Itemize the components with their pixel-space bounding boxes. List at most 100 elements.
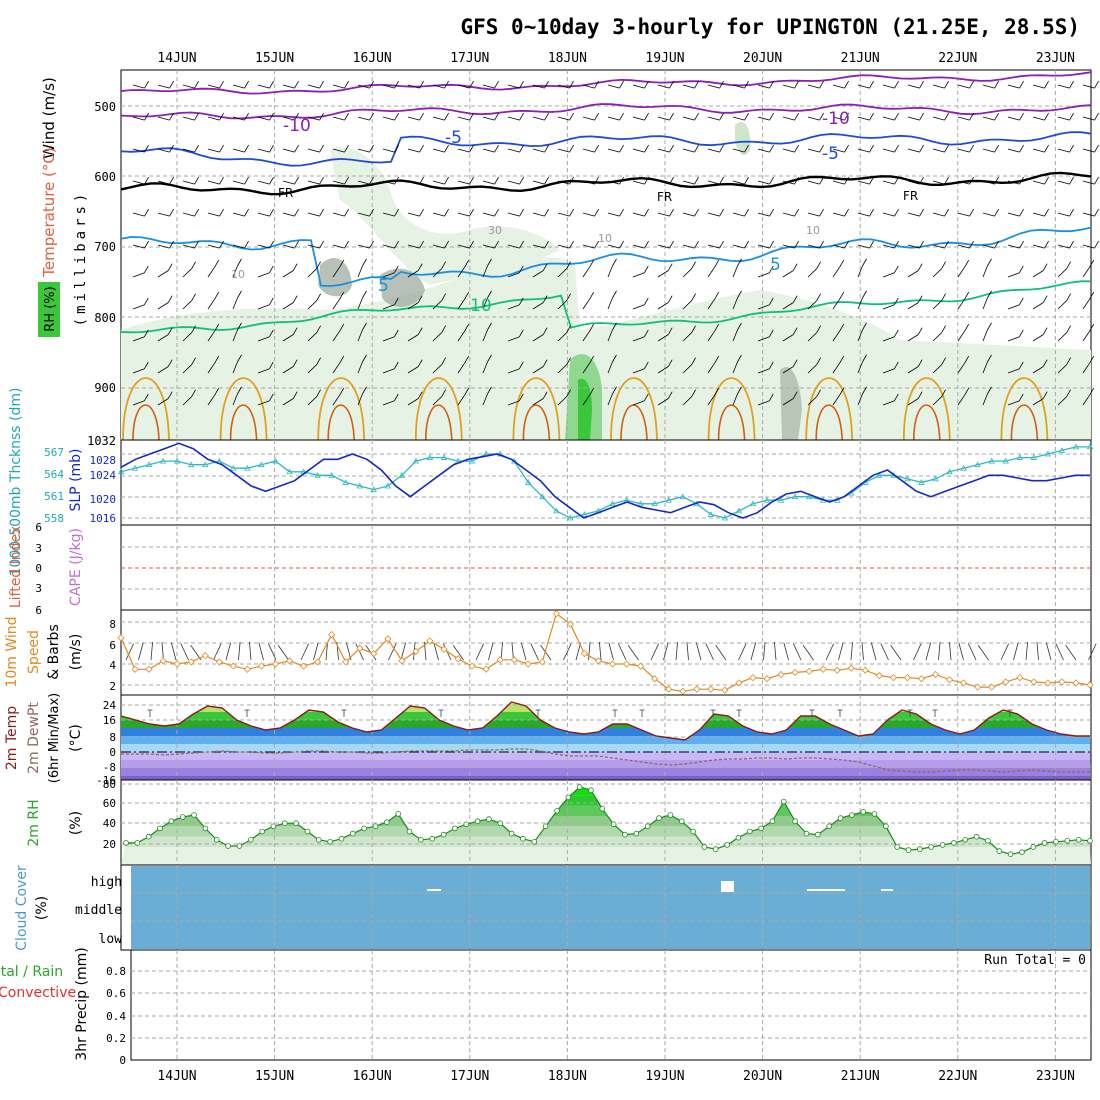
rh2m-point [883, 823, 889, 830]
wind-barb [782, 180, 795, 185]
wind-speed-point [580, 649, 589, 658]
wind-barb [191, 357, 196, 365]
wind-barb [441, 325, 446, 333]
wind-barb [1018, 393, 1024, 402]
wind-barb [143, 297, 149, 306]
cloud-gap [721, 881, 734, 892]
rh2m-point [497, 820, 504, 826]
wind-barb [182, 268, 192, 278]
wind-speed-point [945, 676, 954, 684]
contour-20 [425, 404, 453, 441]
wind10m-panel: 8 6 4 2 10m Wind Speed & Barbs (m/s) [4, 609, 1097, 696]
wind-speed-point [622, 660, 631, 668]
wind-barb [369, 112, 374, 121]
wind-barb [518, 265, 524, 274]
wind-barb [257, 304, 270, 310]
wind-barb [732, 265, 738, 278]
wind-barb [507, 244, 520, 249]
wind-barb [632, 180, 645, 185]
wind-barb [191, 293, 196, 301]
wind-barb [207, 180, 220, 185]
wind-barb [542, 263, 548, 271]
wind-barb [792, 359, 798, 367]
wind-barb [1057, 148, 1070, 153]
wind-barb [294, 80, 299, 89]
wind-barb [994, 240, 999, 249]
contour-label: -10 [283, 116, 311, 136]
wind-barb [557, 332, 567, 342]
wind-barb [232, 212, 245, 217]
wind-barb [782, 270, 794, 278]
contour-15 [512, 377, 561, 441]
rh2m-point [837, 815, 844, 821]
rh2m-point [758, 825, 764, 832]
wind-speed-point [1086, 681, 1094, 689]
contour-freezing [120, 171, 1092, 196]
wind-barb [557, 396, 567, 406]
wind-speed-point [173, 660, 181, 668]
precip-axis-label: 3hr Precip (mm) [74, 947, 90, 1060]
wind-barb [607, 180, 620, 185]
wind-barb [519, 208, 524, 217]
tick-label: 0.8 [106, 965, 126, 978]
temp-band [121, 760, 1091, 768]
wind-barb [194, 240, 199, 249]
rh-shade [735, 121, 751, 156]
upper-air-panel: -10 -10 -5 -5 FR FR FR 5 5 10 30 10 10 1… [38, 69, 1099, 448]
date-label: 19JUN [645, 51, 684, 66]
slp-ticks: 1028 1024 1020 1016 [90, 454, 117, 525]
contour-20 [132, 404, 160, 441]
date-labels-top: 14JUN 15JUN 16JUN 17JUN 18JUN 19JUN 20JUN 21JUN… [157, 51, 1075, 66]
wind-barb [125, 643, 134, 661]
thickness-point [735, 507, 743, 514]
wind-barb [332, 298, 341, 310]
wind-barb [769, 144, 774, 153]
wind-barb [393, 297, 399, 306]
wind-speed-point [679, 687, 687, 695]
contour-20 [815, 404, 843, 441]
wind-barb [657, 212, 670, 217]
wind-barb [1032, 84, 1045, 89]
upper-y-ticks: 500 600 700 800 900 1032 [87, 100, 116, 448]
wind-speed-point [524, 660, 532, 668]
tick-label: 561 [44, 490, 64, 503]
wind-barb [707, 244, 720, 249]
rh2m-panel: 80 60 40 20 2m RH (%) [26, 778, 1093, 866]
wind-barb [542, 327, 548, 335]
wind-barb [307, 116, 320, 121]
wind-barb [757, 272, 770, 278]
wind-barb [732, 84, 745, 89]
wind-barb [464, 387, 470, 396]
wind-barb [1018, 265, 1024, 274]
wind-barb [182, 148, 195, 153]
wind-barb [232, 116, 245, 121]
thickness-point [370, 486, 377, 492]
wind-barb [487, 290, 492, 299]
tick-label: 6 [109, 639, 116, 652]
wind-barb [987, 290, 992, 299]
wind-barb [707, 298, 716, 310]
wind-barb [941, 389, 946, 397]
wind-barb [632, 368, 645, 374]
wind-barb [190, 645, 202, 661]
wind-barb [882, 116, 895, 121]
wind-barb [588, 642, 591, 661]
wind-barb [487, 386, 492, 395]
wind-barb [532, 180, 545, 185]
wind-barb [144, 144, 149, 153]
wind-barb [464, 323, 470, 332]
wind-barb [650, 643, 659, 661]
wind-barb [232, 244, 245, 249]
wind-barb [714, 355, 720, 364]
wind-barb [1007, 212, 1020, 217]
wind-barb [839, 259, 845, 268]
wind-barb [941, 325, 946, 333]
wind-barb [857, 116, 870, 121]
wind-barb [292, 359, 298, 367]
wind-barb [857, 393, 863, 406]
rh2m-point [179, 814, 186, 820]
wind-barb [292, 327, 298, 335]
wind-barb [794, 208, 799, 217]
wind-barb [143, 329, 149, 338]
wind-barb [644, 112, 649, 121]
